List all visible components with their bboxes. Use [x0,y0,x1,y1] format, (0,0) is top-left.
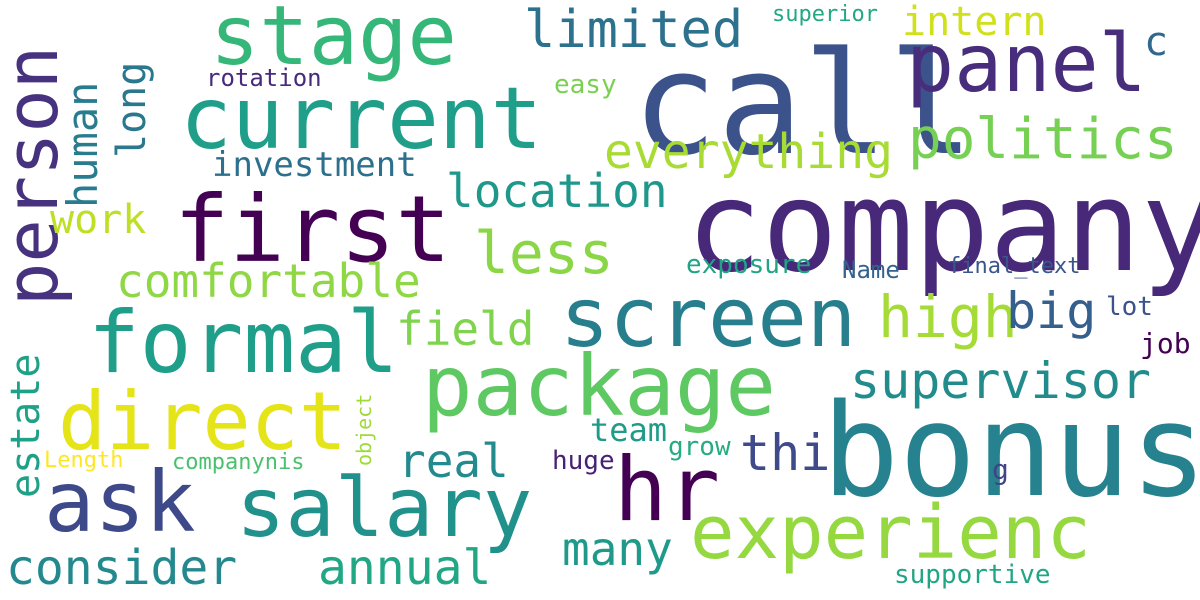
word-c: c [1144,19,1169,65]
word-screen: screen [560,271,857,366]
word-g: g [992,453,1009,486]
word-rotation: rotation [206,64,322,92]
word-work: work [50,197,147,243]
word-many: many [562,522,673,576]
word-current: current [180,69,543,169]
word-direct: direct [58,375,347,468]
word-company: company [686,153,1200,300]
word-exposure: exposure [686,250,812,280]
word-superior: superior [772,2,878,27]
word-investment: investment [212,145,417,185]
word-consider: consider [6,540,238,596]
word-supportive: supportive [894,560,1051,590]
word-high: high [878,283,1018,351]
word-companynis: companynis [172,450,305,475]
word-length: Length [44,448,124,473]
word-grow: grow [668,432,731,462]
word-name: Name [842,256,900,284]
word-annual: annual [318,540,492,596]
word-experienc: experienc [690,490,1091,576]
word-supervisor: supervisor [850,352,1152,410]
word-first: first [174,176,451,283]
word-intern: intern [902,0,1047,45]
word-salary: salary [236,461,533,556]
word-politics: politics [908,107,1178,172]
word-comfortable: comfortable [116,254,421,308]
word-ask: ask [44,453,196,551]
word-thi: thi [740,424,831,482]
word-human: human [58,81,107,208]
word-real: real [398,434,509,488]
word-lot: lot [1106,292,1153,322]
word-big: big [1006,282,1097,340]
word-easy: easy [554,70,617,100]
word-call: call [632,22,974,187]
word-everything: everything [604,124,893,180]
word-bonus: bonus [822,377,1200,526]
word-final-text: final_text [948,254,1081,279]
word-long: long [109,61,155,158]
word-less: less [474,219,614,287]
word-limited: limited [524,0,744,60]
word-package: package [422,337,777,435]
word-huge: huge [552,446,615,476]
word-hr: hr [614,438,720,541]
word-estate: estate [3,353,49,499]
word-panel: panel [906,17,1147,110]
word-object: object [352,393,376,466]
word-stage: stage [210,0,457,84]
word-formal: formal [88,293,399,393]
word-field: field [396,302,535,356]
word-job: job [1140,327,1191,360]
word-location: location [446,164,668,218]
word-team: team [590,411,668,449]
